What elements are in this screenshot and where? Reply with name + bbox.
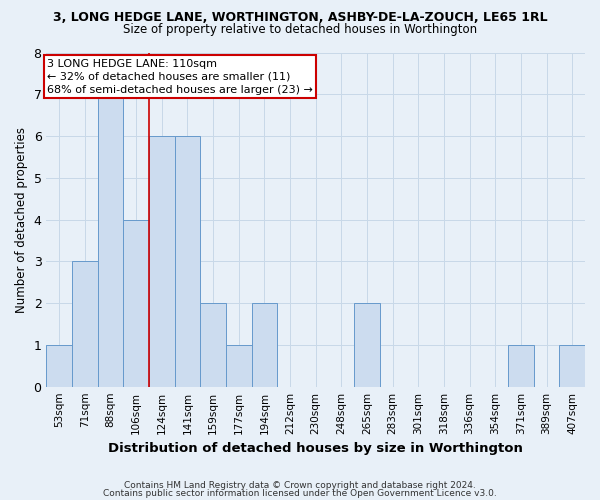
Bar <box>200 303 226 386</box>
Text: 3, LONG HEDGE LANE, WORTHINGTON, ASHBY-DE-LA-ZOUCH, LE65 1RL: 3, LONG HEDGE LANE, WORTHINGTON, ASHBY-D… <box>53 11 547 24</box>
Bar <box>149 136 175 386</box>
Text: 3 LONG HEDGE LANE: 110sqm
← 32% of detached houses are smaller (11)
68% of semi-: 3 LONG HEDGE LANE: 110sqm ← 32% of detac… <box>47 59 313 95</box>
Y-axis label: Number of detached properties: Number of detached properties <box>15 126 28 312</box>
Bar <box>98 94 124 387</box>
Bar <box>354 303 380 386</box>
X-axis label: Distribution of detached houses by size in Worthington: Distribution of detached houses by size … <box>108 442 523 455</box>
Bar <box>124 220 149 386</box>
Text: Size of property relative to detached houses in Worthington: Size of property relative to detached ho… <box>123 22 477 36</box>
Bar <box>72 262 98 386</box>
Bar <box>559 345 585 387</box>
Bar <box>508 345 534 387</box>
Text: Contains public sector information licensed under the Open Government Licence v3: Contains public sector information licen… <box>103 488 497 498</box>
Text: Contains HM Land Registry data © Crown copyright and database right 2024.: Contains HM Land Registry data © Crown c… <box>124 481 476 490</box>
Bar <box>251 303 277 386</box>
Bar <box>226 345 251 387</box>
Bar <box>46 345 72 387</box>
Bar <box>175 136 200 386</box>
